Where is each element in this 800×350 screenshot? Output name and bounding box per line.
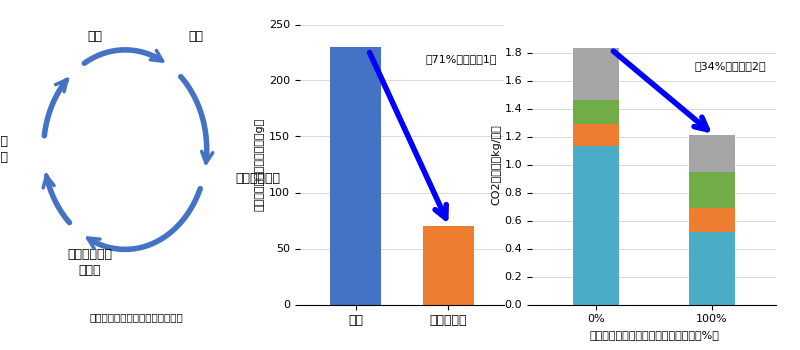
Bar [573, 48, 619, 100]
Text: インクの分別: インクの分別 [236, 172, 281, 185]
Bar [573, 124, 619, 146]
Bar [689, 172, 735, 208]
Bar [423, 226, 474, 304]
X-axis label: 使用済みインクカートリッジ回収率（%）: 使用済みインクカートリッジ回収率（%） [589, 330, 719, 340]
Text: 回収: 回収 [189, 30, 203, 43]
Bar [689, 232, 735, 304]
Text: 図　回収から販売までのスキーム: 図 回収から販売までのスキーム [89, 313, 183, 323]
Bar [689, 208, 735, 232]
Y-axis label: CO2排出量（kg/個）: CO2排出量（kg/個） [492, 124, 502, 205]
Text: リユース部品
の選別: リユース部品 の選別 [67, 248, 112, 277]
Bar [573, 146, 619, 304]
Bar [573, 100, 619, 124]
Text: 販売: 販売 [87, 30, 102, 43]
Text: 約71%削減（注1）: 約71%削減（注1） [425, 54, 497, 64]
Y-axis label: プラスチック資源投入量（g）: プラスチック資源投入量（g） [255, 118, 265, 211]
Text: 約34%削減（注2）: 約34%削減（注2） [694, 61, 766, 71]
Bar [330, 47, 381, 304]
Text: リユース部品
を使って製造: リユース部品 を使って製造 [0, 135, 8, 164]
Bar [689, 135, 735, 172]
